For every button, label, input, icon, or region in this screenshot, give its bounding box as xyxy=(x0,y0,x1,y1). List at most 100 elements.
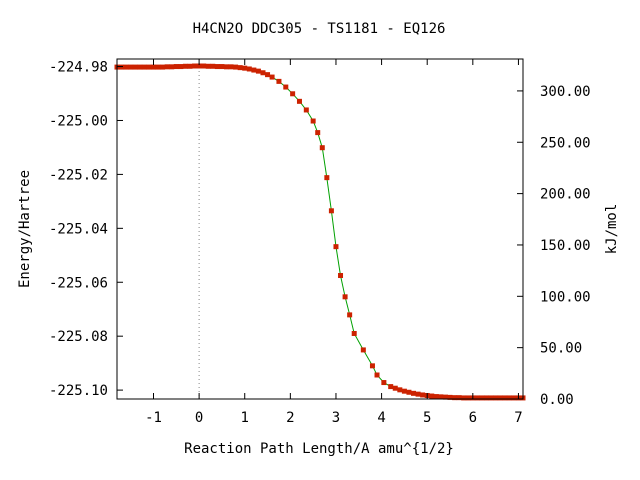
x-tick-label: 2 xyxy=(286,410,294,426)
data-point xyxy=(369,363,375,369)
y-tick-label: -225.08 xyxy=(49,329,108,345)
data-point xyxy=(219,64,225,70)
y-tick-label: -225.10 xyxy=(49,383,108,399)
data-point xyxy=(150,64,156,70)
data-point xyxy=(328,208,334,214)
y2-tick-label: 300.00 xyxy=(540,84,591,100)
data-point xyxy=(447,394,453,400)
data-point xyxy=(290,91,296,97)
data-point xyxy=(456,395,462,401)
data-point xyxy=(324,175,330,181)
y-tick-label: -225.06 xyxy=(49,275,108,291)
y2-tick-label: 0.00 xyxy=(540,392,574,408)
data-point xyxy=(210,63,216,69)
data-point xyxy=(433,394,439,400)
data-point xyxy=(406,389,412,395)
data-point xyxy=(493,395,499,401)
data-point xyxy=(315,130,321,136)
data-point xyxy=(173,64,179,70)
data-point xyxy=(242,65,248,71)
data-point xyxy=(283,84,289,90)
data-point xyxy=(497,395,503,401)
data-point xyxy=(411,390,417,396)
data-point xyxy=(303,107,309,113)
data-point xyxy=(420,392,426,398)
data-point xyxy=(381,380,387,386)
data-point xyxy=(205,63,211,69)
data-point xyxy=(338,273,344,279)
data-point xyxy=(269,74,275,80)
x-tick-label: 5 xyxy=(423,410,431,426)
data-point xyxy=(415,391,421,397)
data-point xyxy=(223,64,229,70)
data-point xyxy=(260,70,266,76)
data-point xyxy=(397,387,403,393)
data-point xyxy=(255,68,261,74)
data-point xyxy=(155,64,161,70)
y2-tick-label: 250.00 xyxy=(540,135,591,151)
data-point xyxy=(123,64,129,70)
data-point xyxy=(401,388,407,394)
data-point xyxy=(429,393,435,399)
data-point xyxy=(276,78,282,84)
data-point xyxy=(310,118,316,124)
y2-tick-label: 50.00 xyxy=(540,341,582,357)
y2-axis-label: kJ/mol xyxy=(604,204,620,255)
data-point xyxy=(333,244,339,250)
y-tick-label: -225.04 xyxy=(49,221,108,237)
data-point xyxy=(237,65,243,71)
data-point xyxy=(228,64,234,70)
y2-tick-label: 150.00 xyxy=(540,238,591,254)
data-point xyxy=(392,385,398,391)
data-point xyxy=(351,330,357,336)
data-point xyxy=(141,64,147,70)
data-point xyxy=(479,395,485,401)
axis-ticks: -1 0 1 2 3 4 5 6 7 -224.98 -225.00 -225.02 -225.04 -2… xyxy=(49,59,591,426)
x-tick-label: 7 xyxy=(514,410,522,426)
x-tick-label: 0 xyxy=(195,410,203,426)
data-point xyxy=(182,63,188,69)
data-point xyxy=(465,395,471,401)
data-point xyxy=(251,67,257,73)
data-point xyxy=(488,395,494,401)
x-tick-label: 3 xyxy=(332,410,340,426)
x-tick-label: 1 xyxy=(241,410,249,426)
data-point xyxy=(233,64,239,70)
data-point xyxy=(246,66,252,72)
data-point xyxy=(196,63,202,69)
data-point xyxy=(128,64,134,70)
data-point xyxy=(374,372,380,378)
data-point xyxy=(265,72,271,78)
data-point xyxy=(146,64,152,70)
x-tick-label: -1 xyxy=(145,410,162,426)
data-point xyxy=(160,64,166,70)
plot-frame xyxy=(116,58,524,400)
energy-curve-line xyxy=(117,65,523,399)
data-point xyxy=(360,347,366,353)
y-tick-label: -225.00 xyxy=(49,113,108,129)
data-point xyxy=(388,384,394,390)
data-point xyxy=(119,64,125,70)
chart-title: H4CN2O DDC305 - TS1181 - EQ126 xyxy=(193,21,446,37)
data-point xyxy=(132,64,138,70)
data-point xyxy=(511,395,517,401)
data-point xyxy=(442,394,448,400)
data-point xyxy=(342,294,348,300)
y-tick-label: -224.98 xyxy=(49,60,108,76)
data-point xyxy=(192,63,198,69)
data-point xyxy=(164,64,170,70)
y-axis-label: Energy/Hartree xyxy=(17,170,33,288)
data-point xyxy=(484,395,490,401)
data-point xyxy=(178,64,184,70)
data-point xyxy=(137,64,143,70)
data-point xyxy=(452,395,458,401)
data-point xyxy=(474,395,480,401)
y2-tick-label: 200.00 xyxy=(540,187,591,203)
data-point xyxy=(169,64,175,70)
data-point xyxy=(187,63,193,69)
data-point xyxy=(461,395,467,401)
x-axis-label: Reaction Path Length/A amu^{1/2} xyxy=(184,441,454,457)
data-point xyxy=(347,312,353,318)
data-point xyxy=(214,64,220,70)
data-point xyxy=(438,394,444,400)
